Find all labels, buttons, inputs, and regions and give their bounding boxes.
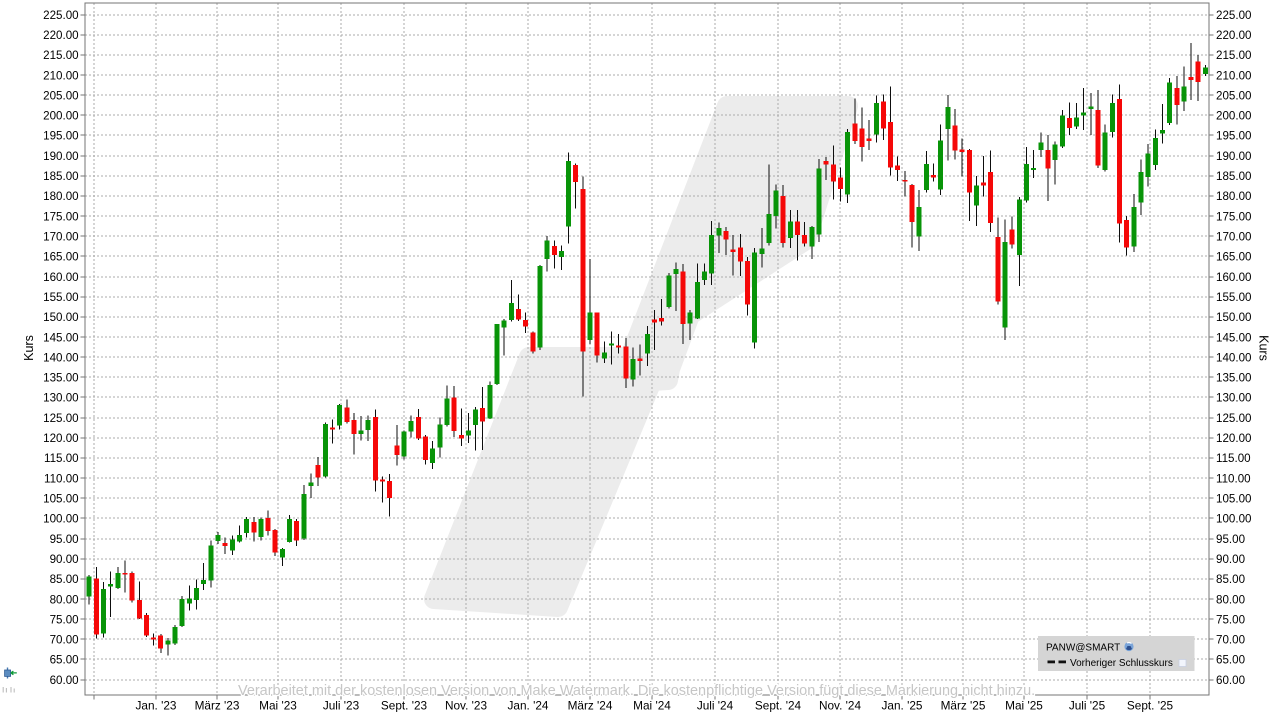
svg-text:160.00: 160.00 — [1216, 271, 1251, 284]
svg-text:100.00: 100.00 — [1216, 513, 1251, 526]
svg-text:150.00: 150.00 — [43, 311, 78, 324]
svg-text:190.00: 190.00 — [1216, 150, 1251, 163]
svg-text:100.00: 100.00 — [43, 513, 78, 526]
svg-text:PANW@SMART: PANW@SMART — [1046, 643, 1120, 654]
svg-text:125.00: 125.00 — [43, 412, 78, 425]
svg-text:Kurs: Kurs — [1257, 335, 1271, 361]
svg-text:75.00: 75.00 — [50, 613, 79, 626]
svg-text:Sept. '25: Sept. '25 — [1127, 699, 1174, 713]
svg-text:150.00: 150.00 — [1216, 311, 1251, 324]
svg-text:80.00: 80.00 — [1216, 593, 1245, 606]
svg-text:70.00: 70.00 — [50, 634, 79, 647]
svg-text:130.00: 130.00 — [1216, 392, 1251, 405]
svg-text:Vorheriger Schlusskurs: Vorheriger Schlusskurs — [1070, 658, 1173, 669]
svg-text:195.00: 195.00 — [43, 130, 78, 143]
svg-text:105.00: 105.00 — [1216, 493, 1251, 506]
svg-text:190.00: 190.00 — [43, 150, 78, 163]
svg-text:70.00: 70.00 — [1216, 634, 1245, 647]
svg-text:Sept. '23: Sept. '23 — [381, 699, 428, 713]
svg-text:90.00: 90.00 — [1216, 553, 1245, 566]
svg-text:65.00: 65.00 — [50, 654, 79, 667]
svg-text:Juli '23: Juli '23 — [323, 699, 360, 713]
svg-text:175.00: 175.00 — [1216, 210, 1251, 223]
svg-text:180.00: 180.00 — [1216, 190, 1251, 203]
svg-text:Juli '24: Juli '24 — [697, 699, 734, 713]
svg-text:Mai '24: Mai '24 — [633, 699, 671, 713]
svg-text:180.00: 180.00 — [43, 190, 78, 203]
svg-text:85.00: 85.00 — [1216, 573, 1245, 586]
svg-text:115.00: 115.00 — [44, 452, 79, 465]
svg-text:200.00: 200.00 — [1216, 110, 1251, 123]
svg-text:95.00: 95.00 — [1216, 533, 1245, 546]
svg-text:195.00: 195.00 — [1216, 130, 1251, 143]
svg-text:Nov. '23: Nov. '23 — [445, 699, 487, 713]
svg-text:110.00: 110.00 — [1216, 472, 1251, 485]
svg-text:225.00: 225.00 — [43, 9, 78, 22]
svg-text:155.00: 155.00 — [1216, 291, 1251, 304]
svg-text:140.00: 140.00 — [1216, 351, 1251, 364]
svg-text:170.00: 170.00 — [1216, 231, 1251, 244]
svg-text:85.00: 85.00 — [50, 573, 79, 586]
svg-text:165.00: 165.00 — [43, 251, 78, 264]
svg-text:205.00: 205.00 — [43, 89, 78, 102]
svg-text:120.00: 120.00 — [1216, 432, 1251, 445]
svg-text:Juli '25: Juli '25 — [1069, 699, 1106, 713]
svg-text:175.00: 175.00 — [43, 210, 78, 223]
svg-text:März '25: März '25 — [941, 699, 986, 713]
svg-text:160.00: 160.00 — [43, 271, 78, 284]
svg-text:115.00: 115.00 — [1216, 452, 1251, 465]
svg-text:90.00: 90.00 — [50, 553, 79, 566]
svg-text:215.00: 215.00 — [1216, 49, 1251, 62]
svg-text:215.00: 215.00 — [43, 49, 78, 62]
svg-text:120.00: 120.00 — [43, 432, 78, 445]
svg-text:65.00: 65.00 — [1216, 654, 1245, 667]
svg-text:125.00: 125.00 — [1216, 412, 1251, 425]
svg-text:Jan. '25: Jan. '25 — [882, 699, 923, 713]
svg-text:Verarbeitet mit der kostenlose: Verarbeitet mit der kostenlosen Version … — [238, 683, 1035, 699]
svg-text:140.00: 140.00 — [43, 351, 78, 364]
svg-text:110.00: 110.00 — [44, 472, 79, 485]
svg-text:Jan. '23: Jan. '23 — [136, 699, 177, 713]
svg-text:Kurs: Kurs — [22, 335, 36, 361]
svg-text:Mai '23: Mai '23 — [259, 699, 297, 713]
svg-text:185.00: 185.00 — [1216, 170, 1251, 183]
svg-text:220.00: 220.00 — [43, 29, 78, 42]
svg-text:135.00: 135.00 — [1216, 372, 1251, 385]
svg-text:Nov. '24: Nov. '24 — [819, 699, 861, 713]
svg-text:Mai '25: Mai '25 — [1005, 699, 1043, 713]
svg-text:105.00: 105.00 — [43, 493, 78, 506]
svg-text:März '23: März '23 — [195, 699, 240, 713]
svg-text:145.00: 145.00 — [1216, 331, 1251, 344]
svg-text:95.00: 95.00 — [50, 533, 79, 546]
svg-text:155.00: 155.00 — [43, 291, 78, 304]
svg-text:135.00: 135.00 — [43, 372, 78, 385]
svg-text:225.00: 225.00 — [1216, 9, 1251, 22]
svg-text:60.00: 60.00 — [1216, 674, 1245, 687]
svg-text:205.00: 205.00 — [1216, 89, 1251, 102]
svg-text:200.00: 200.00 — [43, 110, 78, 123]
svg-text:130.00: 130.00 — [43, 392, 78, 405]
svg-text:145.00: 145.00 — [43, 331, 78, 344]
svg-text:220.00: 220.00 — [1216, 29, 1251, 42]
svg-text:75.00: 75.00 — [1216, 613, 1245, 626]
svg-text:170.00: 170.00 — [43, 231, 78, 244]
svg-text:Sept. '24: Sept. '24 — [755, 699, 802, 713]
svg-text:210.00: 210.00 — [43, 69, 78, 82]
svg-text:165.00: 165.00 — [1216, 251, 1251, 264]
svg-text:210.00: 210.00 — [1216, 69, 1251, 82]
svg-text:80.00: 80.00 — [50, 593, 79, 606]
svg-text:185.00: 185.00 — [43, 170, 78, 183]
svg-text:Jan. '24: Jan. '24 — [508, 699, 549, 713]
svg-text:März '24: März '24 — [568, 699, 613, 713]
svg-text:60.00: 60.00 — [50, 674, 79, 687]
